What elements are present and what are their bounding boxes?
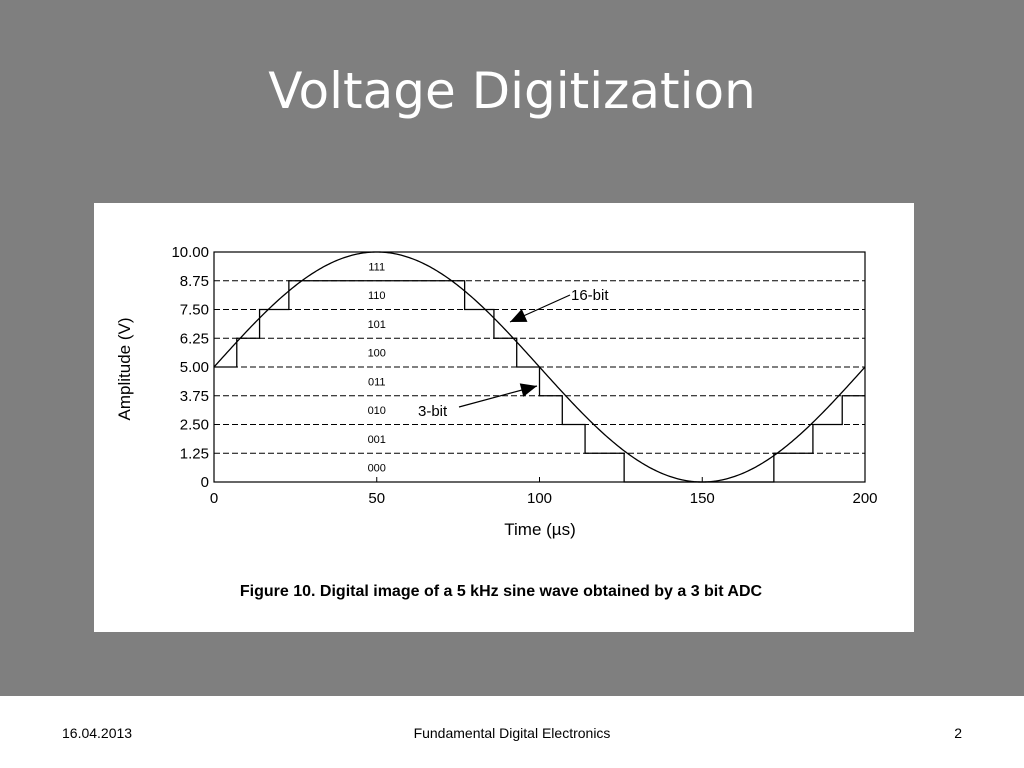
y-tick-label: 6.25 bbox=[180, 330, 209, 347]
y-tick-labels: 0 1.25 2.50 3.75 5.00 6.25 7.50 8.75 10.00 bbox=[171, 244, 209, 491]
footer-date: 16.04.2013 bbox=[62, 725, 133, 741]
series-3-bit-line bbox=[214, 280, 865, 483]
code-label: 100 bbox=[368, 348, 386, 360]
y-tick-label: 3.75 bbox=[180, 388, 209, 405]
code-label: 000 bbox=[368, 463, 386, 475]
figure-panel: 0 1.25 2.50 3.75 5.00 6.25 7.50 8.75 10.00 0 50 10… bbox=[94, 203, 914, 632]
slide-number: 2 bbox=[954, 725, 962, 741]
label-16-bit-arrow-head bbox=[510, 309, 528, 322]
label-16-bit: 16-bit bbox=[571, 287, 609, 304]
adc-chart: 0 1.25 2.50 3.75 5.00 6.25 7.50 8.75 10.00 0 50 10… bbox=[115, 244, 878, 600]
y-tick-label: 1.25 bbox=[180, 445, 209, 462]
slide-title: Voltage Digitization bbox=[268, 62, 756, 120]
y-tick-label: 8.75 bbox=[180, 273, 209, 290]
y-tick-label: 0 bbox=[201, 474, 209, 491]
code-labels: 000 001 010 011 100 101 110 111 bbox=[368, 261, 386, 474]
label-3-bit-arrow-head bbox=[519, 383, 537, 397]
annotation-layer: 16-bit 3-bit bbox=[418, 287, 609, 420]
slide-footer: 16.04.2013 Fundamental Digital Electroni… bbox=[0, 696, 1024, 768]
x-tick-label: 50 bbox=[368, 490, 385, 507]
label-3-bit: 3-bit bbox=[418, 403, 448, 420]
y-tick-label: 10.00 bbox=[171, 244, 209, 261]
x-tick-label: 150 bbox=[690, 490, 715, 507]
code-label: 010 bbox=[368, 405, 386, 417]
x-tick-labels: 0 50 100 150 200 bbox=[210, 490, 878, 507]
x-tick-label: 200 bbox=[852, 490, 877, 507]
x-tick-label: 100 bbox=[527, 490, 552, 507]
code-label: 101 bbox=[368, 319, 386, 331]
figure-caption: Figure 10. Digital image of a 5 kHz sine… bbox=[240, 583, 763, 600]
y-tick-label: 5.00 bbox=[180, 359, 209, 376]
y-axis-label: Amplitude (V) bbox=[115, 318, 134, 421]
code-label: 111 bbox=[368, 261, 385, 273]
footer-title: Fundamental Digital Electronics bbox=[413, 725, 611, 741]
x-tick-label: 0 bbox=[210, 490, 218, 507]
y-tick-label: 2.50 bbox=[180, 417, 209, 434]
code-label: 110 bbox=[368, 290, 386, 302]
code-label: 011 bbox=[368, 376, 386, 388]
code-label: 001 bbox=[368, 434, 386, 446]
y-tick-label: 7.50 bbox=[180, 302, 209, 319]
x-axis-label: Time (µs) bbox=[504, 520, 576, 539]
series-layer bbox=[213, 251, 866, 483]
